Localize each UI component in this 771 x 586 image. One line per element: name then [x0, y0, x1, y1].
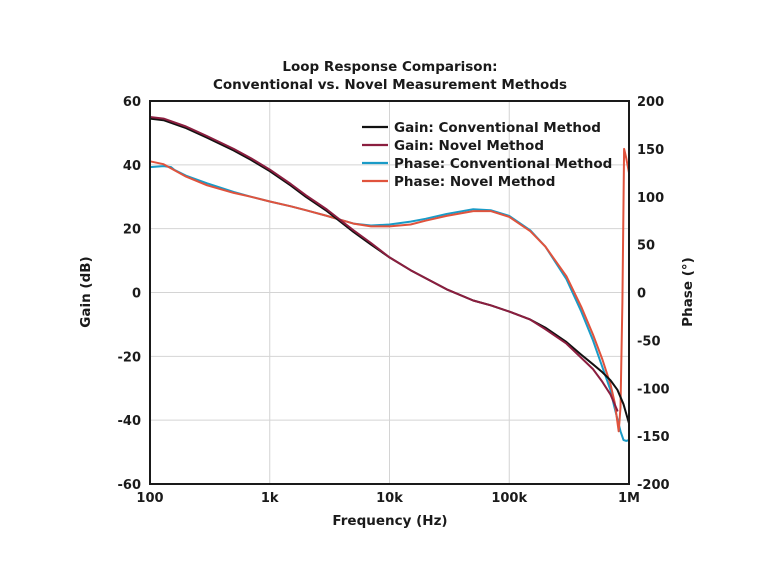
- y-tick-label: 60: [123, 95, 141, 110]
- series-lines: [149, 116, 630, 442]
- chart-title: Loop Response Comparison:: [282, 59, 497, 75]
- x-tick-label: 1k: [261, 491, 279, 506]
- y2-tick-label: 150: [637, 143, 664, 158]
- series-line-phase-novel-method: [149, 147, 630, 433]
- chart-subtitle: Conventional vs. Novel Measurement Metho…: [213, 77, 567, 93]
- plot-frame: [149, 100, 630, 485]
- x-tick-label: 100k: [491, 491, 527, 506]
- y-tick-label: -20: [118, 350, 142, 365]
- series-line-gain-novel-method: [149, 116, 619, 412]
- x-tick-label: 100: [136, 491, 163, 506]
- y-tick-label: -40: [118, 414, 142, 429]
- legend-label: Gain: Novel Method: [394, 138, 544, 154]
- y2-tick-label: 0: [637, 287, 646, 302]
- x-axis-label: Frequency (Hz): [332, 513, 447, 529]
- x-tick-labels: 100 1k 10k 100k 1M: [136, 491, 640, 506]
- y2-tick-label: 200: [637, 95, 664, 110]
- y-tick-label: 0: [132, 287, 141, 302]
- x-tick-label: 1M: [618, 491, 640, 506]
- y2-tick-label: -200: [637, 478, 670, 493]
- y2-tick-label: -150: [637, 430, 670, 445]
- y-axis-label: Gain (dB): [78, 256, 94, 327]
- legend: Gain: Conventional Method Gain: Novel Met…: [362, 120, 612, 190]
- y2-tick-label: -50: [637, 334, 661, 349]
- x-tick-label: 10k: [376, 491, 403, 506]
- legend-label: Gain: Conventional Method: [394, 120, 601, 136]
- y-tick-label: -60: [118, 478, 142, 493]
- y2-axis-label: Phase (°): [680, 257, 696, 327]
- y2-tick-label: 100: [637, 191, 664, 206]
- y2-tick-label: -100: [637, 382, 670, 397]
- y2-tick-label: 50: [637, 239, 655, 254]
- y-tick-label: 40: [123, 159, 141, 174]
- y-tick-label: 20: [123, 223, 141, 238]
- y-tick-labels: 60 40 20 0 -20 -40 -60: [118, 95, 142, 493]
- y2-tick-labels: 200 150 100 50 0 -50 -100 -150 -200: [637, 95, 670, 493]
- legend-label: Phase: Novel Method: [394, 174, 555, 190]
- legend-label: Phase: Conventional Method: [394, 156, 612, 172]
